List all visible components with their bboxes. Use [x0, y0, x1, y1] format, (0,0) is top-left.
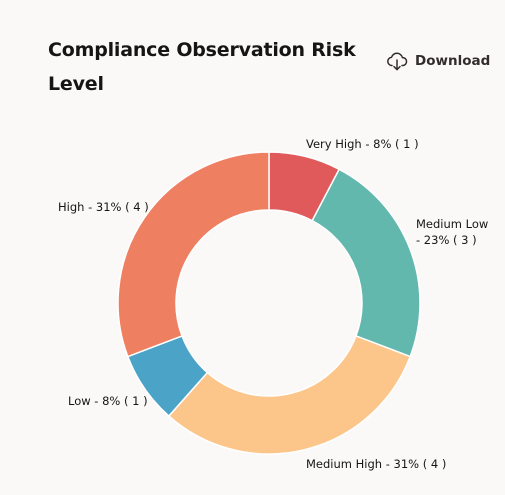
- slice-medium-high[interactable]: [167, 335, 412, 455]
- label-very-high: Very High - 8% ( 1 ): [306, 137, 419, 151]
- donut-slices: [117, 151, 421, 455]
- label-medium-low: Medium Low - 23% ( 3 ): [416, 217, 488, 247]
- label-high: High - 31% ( 4 ): [58, 200, 149, 214]
- chart-title: Compliance Observation Risk Level: [48, 39, 356, 95]
- label-low: Low - 8% ( 1 ): [68, 394, 148, 408]
- label-medium-high: Medium High - 31% ( 4 ): [306, 457, 446, 471]
- slice-high[interactable]: [117, 151, 270, 358]
- download-button[interactable]: Download: [386, 50, 490, 72]
- download-label: Download: [415, 53, 491, 69]
- cloud-download-icon: [386, 51, 408, 71]
- donut-labels: Very High - 8% ( 1 ) Medium Low - 23% ( 3 …: [58, 137, 488, 471]
- slice-medium-low[interactable]: [311, 168, 421, 358]
